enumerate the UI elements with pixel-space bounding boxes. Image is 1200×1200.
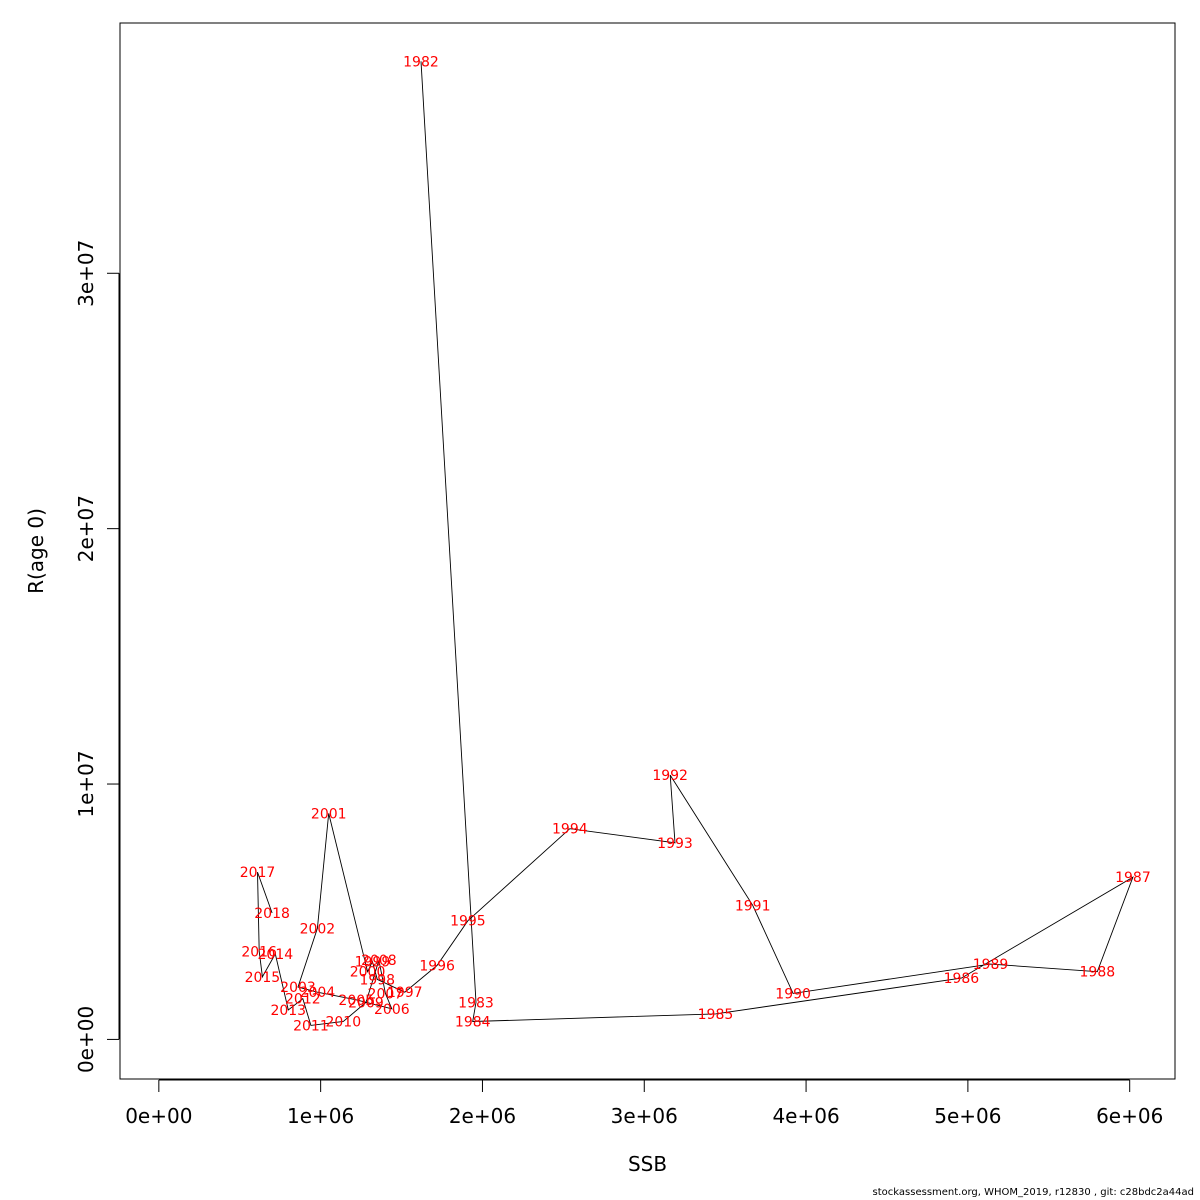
year-label-2011: 2011 xyxy=(293,1018,329,1034)
year-label-1996: 1996 xyxy=(419,958,455,974)
year-label-1982: 1982 xyxy=(403,54,439,70)
year-label-1987: 1987 xyxy=(1115,870,1151,886)
year-label-2017: 2017 xyxy=(240,865,276,881)
point-labels: 1982 1983 1984 1985 1986 1987 1988 1989 1990 1991… xyxy=(240,54,1151,1034)
y-tick-label: 2e+07 xyxy=(74,495,98,562)
year-label-2001: 2001 xyxy=(311,806,347,822)
year-label-2000: 2000 xyxy=(350,965,386,981)
year-label-1986: 1986 xyxy=(944,971,980,987)
year-label-2014: 2014 xyxy=(258,947,294,963)
year-label-1995: 1995 xyxy=(450,914,486,930)
x-axis: 0e+00 1e+06 2e+06 3e+06 4e+06 5e+06 6e+06 xyxy=(125,1079,1163,1128)
year-label-2002: 2002 xyxy=(300,921,336,937)
year-label-1989: 1989 xyxy=(973,957,1009,973)
year-label-1988: 1988 xyxy=(1080,965,1116,981)
y-tick-label: 0e+00 xyxy=(74,1006,98,1073)
year-label-2005: 2005 xyxy=(338,993,374,1009)
y-axis-title: R(age 0) xyxy=(24,508,48,594)
year-label-1998: 1998 xyxy=(359,972,395,988)
year-label-1997: 1997 xyxy=(387,985,423,1001)
plot-frame xyxy=(119,22,1176,1080)
year-label-1983: 1983 xyxy=(458,995,494,1011)
y-axis: 0e+00 1e+07 2e+07 3e+07 xyxy=(74,240,120,1073)
year-label-1984: 1984 xyxy=(455,1015,491,1031)
x-tick-label: 5e+06 xyxy=(934,1104,1001,1128)
x-tick-label: 0e+00 xyxy=(125,1104,192,1128)
x-tick-label: 4e+06 xyxy=(772,1104,839,1128)
year-label-2008: 2008 xyxy=(361,953,397,969)
x-tick-label: 1e+06 xyxy=(287,1104,354,1128)
year-label-1994: 1994 xyxy=(552,822,588,838)
year-label-1991: 1991 xyxy=(735,898,771,914)
series-line xyxy=(257,61,1134,1026)
year-label-1993: 1993 xyxy=(657,836,693,852)
year-label-2009: 2009 xyxy=(348,995,384,1011)
year-label-1990: 1990 xyxy=(775,986,811,1002)
year-label-2004: 2004 xyxy=(300,985,336,1001)
year-label-2018: 2018 xyxy=(254,906,290,922)
footer-note: stockassessment.org, WHOM_2019, r12830 ,… xyxy=(872,1187,1194,1198)
year-label-1985: 1985 xyxy=(698,1007,734,1023)
recruitment-path xyxy=(257,61,1134,1026)
x-axis-title: SSB xyxy=(628,1152,667,1176)
x-tick-label: 2e+06 xyxy=(449,1104,516,1128)
year-label-2003: 2003 xyxy=(280,980,316,996)
year-label-1999: 1999 xyxy=(355,955,391,971)
year-label-2006: 2006 xyxy=(374,1002,410,1018)
year-label-2013: 2013 xyxy=(270,1003,306,1019)
year-label-2010: 2010 xyxy=(325,1015,361,1031)
y-tick-label: 1e+07 xyxy=(74,750,98,817)
y-tick-label: 3e+07 xyxy=(74,240,98,307)
year-label-2012: 2012 xyxy=(285,992,321,1008)
year-label-1992: 1992 xyxy=(652,768,688,784)
year-label-2015: 2015 xyxy=(245,970,281,986)
year-label-2016: 2016 xyxy=(241,944,277,960)
x-tick-label: 6e+06 xyxy=(1096,1104,1163,1128)
year-label-2007: 2007 xyxy=(368,986,404,1002)
x-tick-label: 3e+06 xyxy=(611,1104,678,1128)
